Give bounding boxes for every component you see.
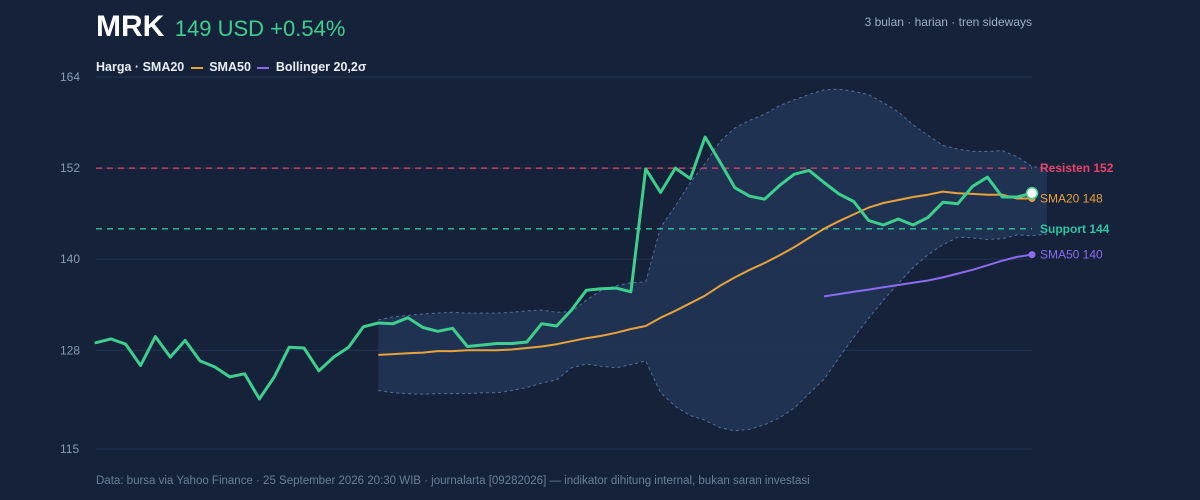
bollinger-lower-line (378, 233, 1047, 432)
legend-bollinger: Bollinger 20,2σ (275, 60, 367, 74)
footer-source: Data: bursa via Yahoo Finance · 25 Septe… (96, 475, 810, 487)
chart-header: MRK 149 USD +0.54% (96, 10, 345, 50)
bollinger-band-layer (378, 88, 1047, 432)
bollinger-upper-line (378, 88, 1047, 321)
support-label: Support 144 (1040, 222, 1110, 236)
price-last-point (1025, 186, 1039, 200)
price-change: 149 USD +0.54% (174, 16, 346, 41)
sma20-line (378, 190, 1032, 356)
series-lines-layer (94, 135, 1039, 401)
sma50-end-label: SMA50 140 (1040, 248, 1103, 262)
sma50-end-point (1028, 251, 1036, 259)
end-labels-layer: Resisten 152 Support 144 SMA20 148 SMA50 14… (1040, 161, 1114, 262)
sma50-line (823, 253, 1033, 298)
y-tick-label: 128 (60, 343, 80, 357)
legend-price: Harga · (96, 60, 140, 74)
legend-sma50-swatch (257, 66, 270, 69)
y-tick-label: 115 (60, 442, 79, 456)
legend-sma50: SMA50 (209, 60, 251, 74)
y-tick-label: 140 (60, 252, 80, 266)
legend-sma20-swatch (190, 66, 203, 69)
sma20-end-label: SMA20 148 (1040, 191, 1103, 205)
resistance-label: Resisten 152 (1040, 161, 1114, 175)
y-tick-label: 152 (60, 161, 80, 175)
bollinger-band-fill (378, 89, 1047, 431)
y-tick-label: 164 (60, 70, 80, 84)
ticker-symbol: MRK (96, 10, 165, 43)
reference-lines-layer (96, 167, 1032, 230)
chart-meta: 3 bulan · harian · tren sideways (864, 15, 1032, 29)
legend: Harga · SMA20 SMA50 Bollinger 20,2σ (96, 60, 366, 74)
price-line (94, 135, 1034, 401)
legend-sma20: SMA20 (142, 60, 185, 74)
